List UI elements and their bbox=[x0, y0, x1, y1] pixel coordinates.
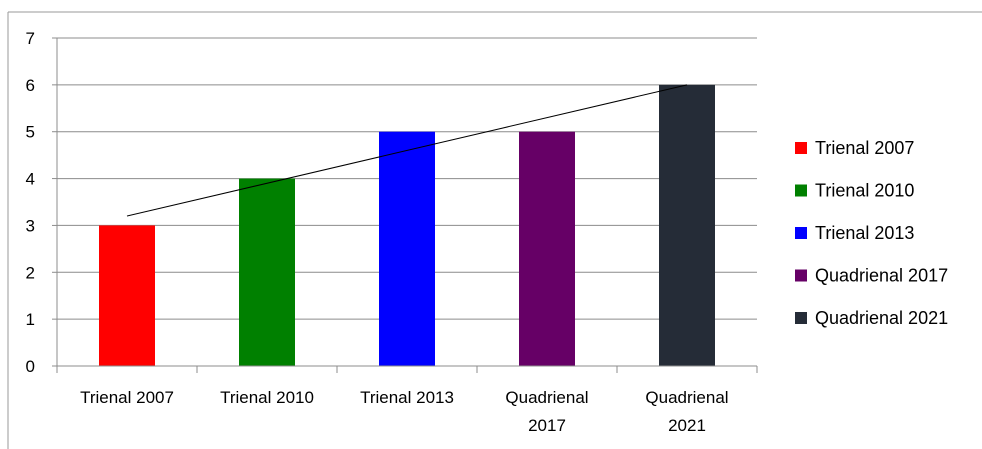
legend-swatch bbox=[795, 227, 807, 239]
legend-label: Trienal 2007 bbox=[815, 138, 914, 158]
legend-swatch bbox=[795, 142, 807, 154]
y-tick-label: 6 bbox=[26, 76, 35, 95]
legend-label: Quadrienal 2017 bbox=[815, 266, 948, 286]
bar bbox=[239, 178, 295, 366]
trendline bbox=[126, 84, 688, 217]
legend-item: Trienal 2013 bbox=[795, 223, 914, 243]
y-tick-label: 4 bbox=[26, 170, 35, 189]
bar bbox=[659, 84, 715, 366]
y-axis-ticks: 0 1 2 3 4 5 6 7 bbox=[26, 29, 57, 376]
legend-item: Trienal 2007 bbox=[795, 138, 914, 158]
x-tick-label: 2021 bbox=[668, 416, 706, 435]
x-tick-label: 2017 bbox=[528, 416, 566, 435]
x-axis-ticks: Trienal 2007 Trienal 2010 Trienal 2013 Quad… bbox=[56, 366, 758, 435]
legend-swatch bbox=[795, 184, 807, 197]
y-tick-label: 5 bbox=[26, 123, 35, 142]
legend-label: Trienal 2010 bbox=[815, 181, 914, 201]
legend-label: Trienal 2013 bbox=[815, 223, 914, 243]
legend-item: Quadrienal 2017 bbox=[795, 266, 948, 286]
y-tick-label: 2 bbox=[26, 263, 35, 282]
x-tick-label: Quadrienal bbox=[505, 388, 588, 407]
legend-swatch bbox=[795, 312, 807, 324]
x-tick-label: Trienal 2007 bbox=[80, 388, 174, 407]
legend-item: Quadrienal 2021 bbox=[795, 308, 948, 328]
bars bbox=[99, 84, 715, 366]
y-tick-label: 1 bbox=[26, 310, 35, 329]
x-tick-label: Trienal 2010 bbox=[220, 388, 314, 407]
bar bbox=[99, 225, 155, 366]
legend-item: Trienal 2010 bbox=[795, 181, 914, 201]
bar bbox=[519, 131, 575, 366]
x-tick-label: Trienal 2013 bbox=[360, 388, 454, 407]
x-tick-label: Quadrienal bbox=[645, 388, 728, 407]
legend: Trienal 2007 Trienal 2010 Trienal 2013 Quad… bbox=[795, 138, 948, 328]
axes bbox=[56, 38, 757, 367]
legend-label: Quadrienal 2021 bbox=[815, 308, 948, 328]
y-tick-label: 3 bbox=[26, 216, 35, 235]
bar bbox=[379, 131, 435, 366]
y-tick-label: 7 bbox=[26, 29, 35, 48]
y-tick-label: 0 bbox=[26, 357, 35, 376]
legend-swatch bbox=[795, 269, 807, 282]
trendline-line bbox=[126, 84, 688, 217]
